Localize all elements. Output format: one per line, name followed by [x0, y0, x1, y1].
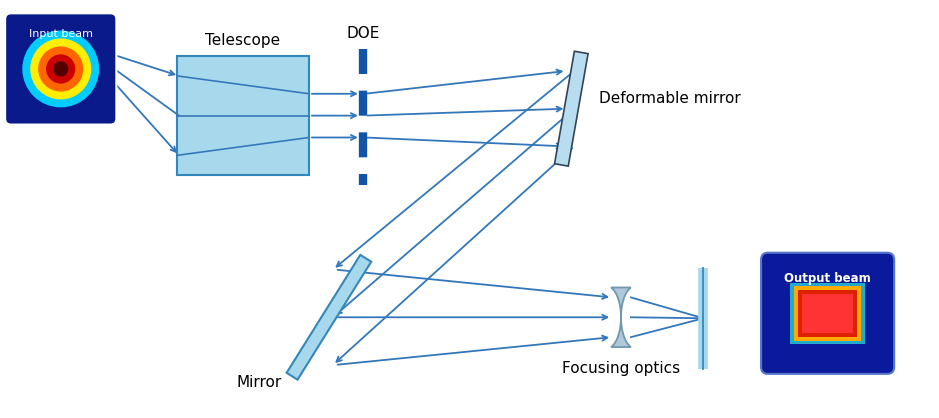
Circle shape — [38, 47, 83, 91]
Bar — [793, 286, 861, 341]
FancyBboxPatch shape — [761, 253, 894, 374]
Bar — [790, 283, 866, 344]
Text: DOE: DOE — [346, 26, 379, 41]
Bar — [798, 290, 857, 336]
Text: Deformable mirror: Deformable mirror — [599, 91, 741, 106]
Text: Output beam: Output beam — [784, 272, 871, 285]
Bar — [177, 56, 309, 175]
Text: Telescope: Telescope — [206, 33, 281, 48]
Polygon shape — [611, 288, 631, 347]
Text: Mirror: Mirror — [237, 375, 282, 390]
Text: Focusing optics: Focusing optics — [562, 361, 680, 376]
Circle shape — [23, 31, 99, 107]
FancyBboxPatch shape — [5, 13, 116, 125]
Polygon shape — [555, 51, 588, 166]
Circle shape — [47, 55, 74, 83]
Text: Input beam: Input beam — [29, 29, 93, 39]
Polygon shape — [286, 255, 371, 380]
Circle shape — [31, 39, 90, 99]
Bar — [802, 294, 854, 333]
Circle shape — [54, 62, 68, 76]
